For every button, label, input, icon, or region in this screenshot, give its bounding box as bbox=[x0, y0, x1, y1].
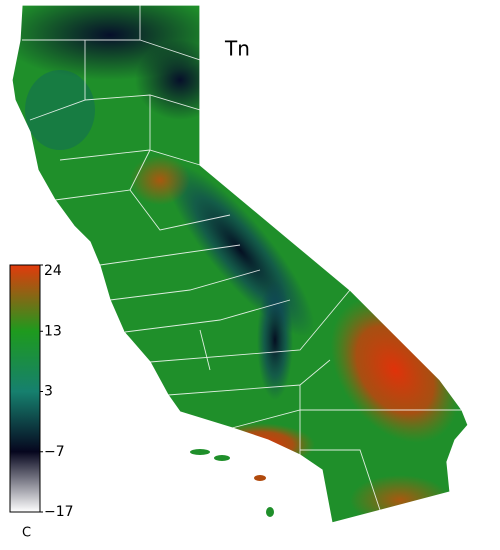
colorbar-tick-label: −17 bbox=[44, 504, 74, 520]
colorbar-tick-label: 13 bbox=[44, 323, 62, 339]
map-title: Tn bbox=[224, 37, 250, 61]
colorbar-tick-label: 24 bbox=[44, 263, 62, 279]
colorbar-tick-label: 3 bbox=[44, 384, 53, 400]
island bbox=[190, 449, 210, 455]
island bbox=[266, 507, 274, 517]
colorbar-unit: C bbox=[22, 526, 31, 541]
colorbar-tick-label: −7 bbox=[44, 444, 65, 460]
colorbar bbox=[9, 264, 41, 513]
state-outline bbox=[11, 4, 469, 524]
island bbox=[254, 475, 266, 481]
island bbox=[214, 455, 230, 461]
